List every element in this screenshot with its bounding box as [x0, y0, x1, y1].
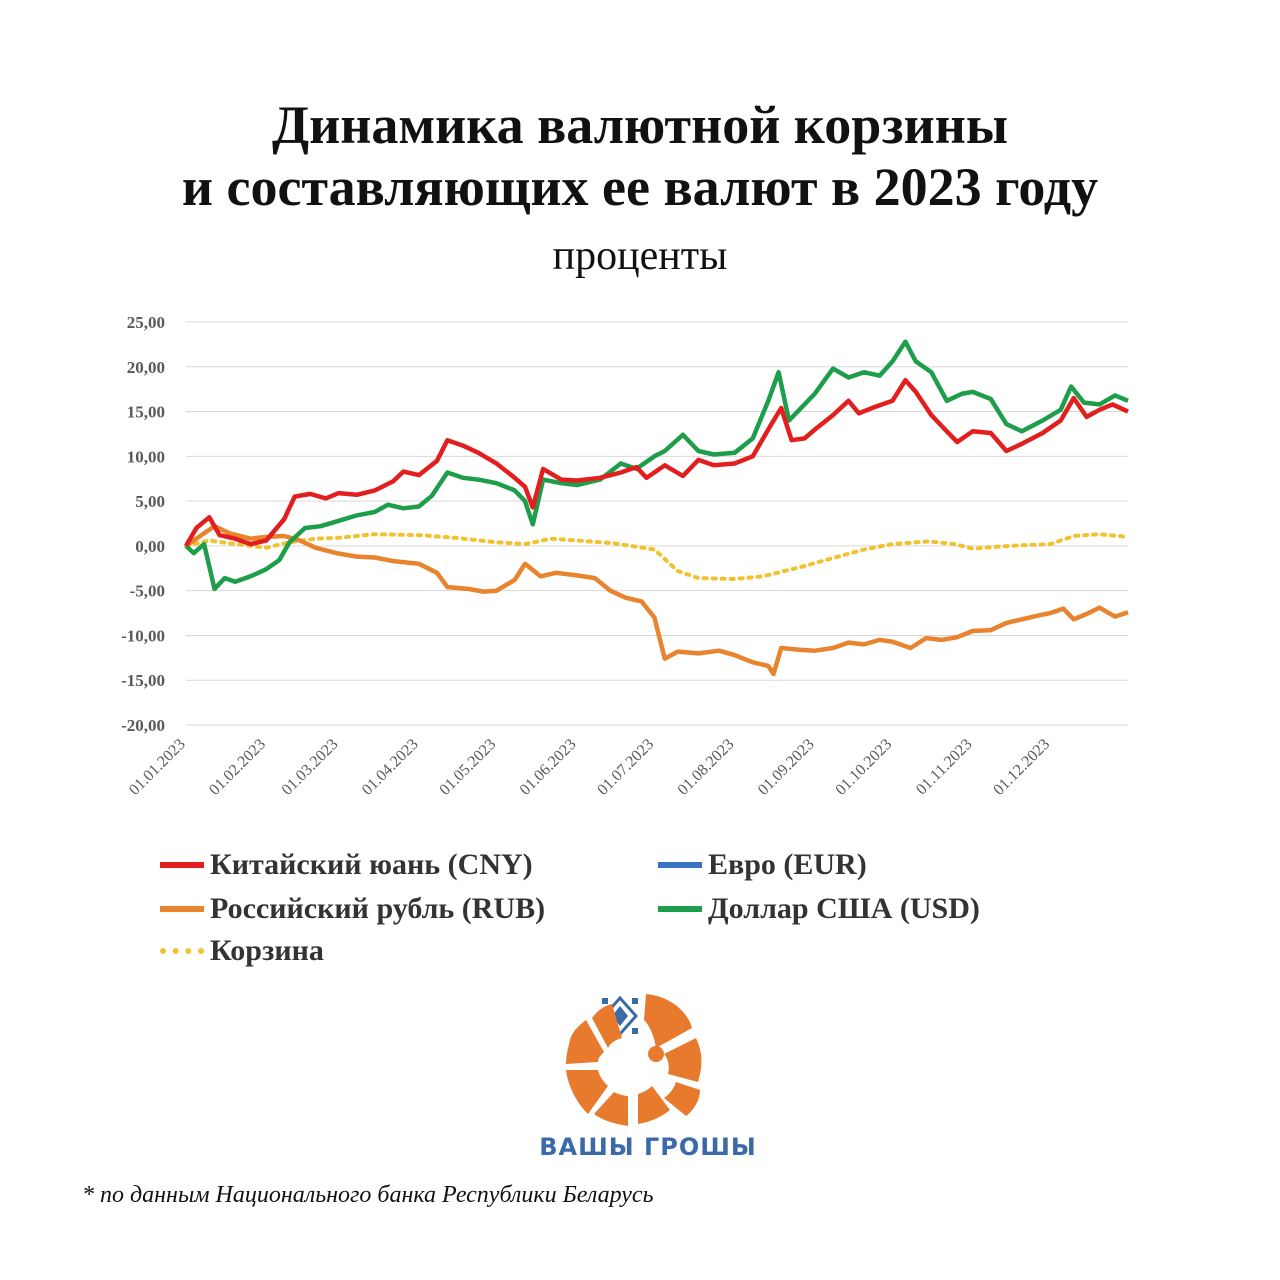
- x-tick-label: 01.02.2023: [206, 736, 269, 799]
- y-tick-label: -15,00: [121, 671, 165, 690]
- legend-label-cny: Китайский юань (CNY): [210, 848, 533, 881]
- y-tick-label: 20,00: [127, 358, 165, 377]
- y-tick-label: 25,00: [127, 313, 165, 332]
- x-tick-label: 01.12.2023: [990, 736, 1053, 799]
- series-line-basket: [184, 532, 1130, 581]
- legend-label-usd: Доллар США (USD): [708, 892, 980, 925]
- series-lines: [184, 339, 1130, 677]
- chart-title-line2: и составляющих ее валют в 2023 году: [181, 157, 1099, 217]
- x-tick-label: 01.01.2023: [126, 736, 189, 799]
- orange-segments-icon: [566, 994, 702, 1126]
- legend-swatch-usd: [658, 906, 702, 912]
- series-line-rub: [184, 523, 1129, 677]
- legend-item-usd: Доллар США (USD): [658, 892, 980, 926]
- x-tick-label: 01.04.2023: [359, 736, 422, 799]
- x-tick-label: 01.10.2023: [832, 736, 895, 799]
- x-axis-ticks: 01.01.2023 01.02.2023 01.03.2023 01.04.2023…: [126, 736, 1053, 799]
- y-tick-label: 5,00: [135, 492, 165, 511]
- legend-swatch-basket: [160, 948, 204, 954]
- y-axis-ticks: 25,00 20,00 15,00 10,00 5,00 0,00 -5,00 -10,00 -…: [121, 313, 165, 735]
- chart-subtitle: проценты: [552, 233, 728, 279]
- logo-brand-text: ВАШЫ ГРОШЫ: [539, 1133, 757, 1161]
- y-tick-label: -20,00: [121, 716, 165, 735]
- legend-item-cny: Китайский юань (CNY): [160, 848, 533, 882]
- x-tick-label: 01.07.2023: [594, 736, 657, 799]
- x-tick-label: 01.11.2023: [913, 736, 976, 799]
- series-line-usd: [184, 339, 1129, 592]
- legend-swatch-cny: [160, 862, 204, 868]
- vashy-groshy-logo: [566, 994, 702, 1126]
- x-tick-label: 01.03.2023: [279, 736, 342, 799]
- legend-item-basket: Корзина: [160, 934, 324, 968]
- x-tick-label: 01.06.2023: [517, 736, 580, 799]
- legend-item-rub: Российский рубль (RUB): [160, 892, 545, 926]
- y-tick-label: 10,00: [127, 447, 165, 466]
- legend-label-eur: Евро (EUR): [708, 848, 867, 881]
- series-line-cny: [184, 377, 1129, 548]
- legend-item-eur: Евро (EUR): [658, 848, 867, 882]
- x-tick-label: 01.09.2023: [755, 736, 818, 799]
- y-tick-label: 0,00: [135, 537, 165, 556]
- legend-label-rub: Российский рубль (RUB): [210, 892, 546, 925]
- line-chart: 25,00 20,00 15,00 10,00 5,00 0,00 -5,00 -10,00 -…: [121, 313, 1130, 799]
- legend-swatch-eur: [658, 862, 702, 868]
- legend-swatch-rub: [160, 906, 204, 912]
- y-tick-label: 15,00: [127, 403, 165, 422]
- y-tick-label: -10,00: [121, 626, 165, 645]
- x-tick-label: 01.08.2023: [675, 736, 738, 799]
- x-tick-label: 01.05.2023: [436, 736, 499, 799]
- y-tick-label: -5,00: [130, 582, 165, 601]
- chart-title-line1: Динамика валютной корзины: [272, 95, 1008, 155]
- chart-title: Динамика валютной корзины и составляющих…: [0, 94, 1280, 218]
- legend-label-basket: Корзина: [210, 934, 324, 967]
- source-footnote: * по данным Национального банка Республи…: [82, 1182, 654, 1208]
